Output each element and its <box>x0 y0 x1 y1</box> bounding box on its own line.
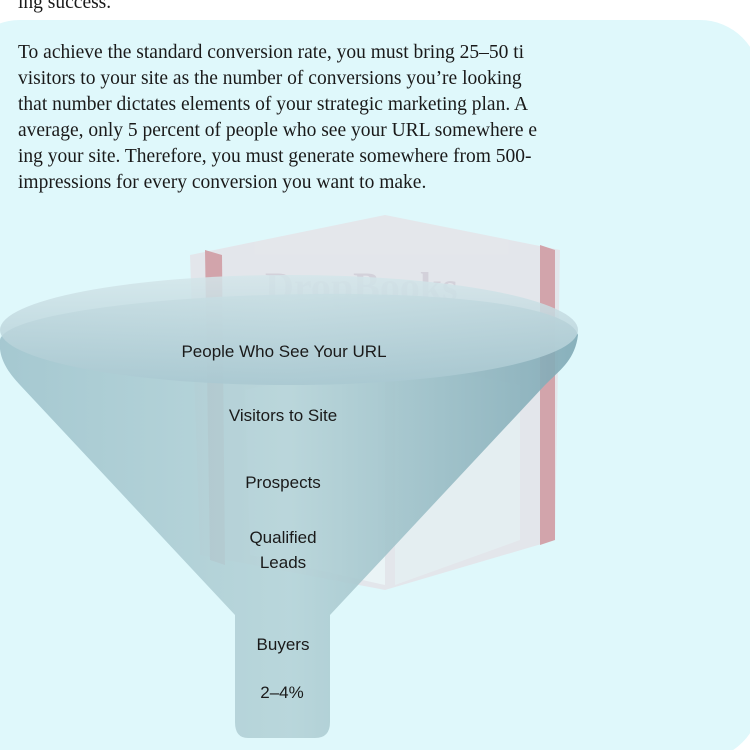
funnel-label: Qualified <box>249 528 316 547</box>
funnel-label: Leads <box>260 553 306 572</box>
funnel-label: Prospects <box>245 473 321 492</box>
funnel-rate: 2–4% <box>260 683 303 702</box>
funnel-top <box>0 275 578 385</box>
text-line: visitors to your site as the number of c… <box>18 68 522 89</box>
funnel-label: Visitors to Site <box>229 406 337 425</box>
funnel-label: Buyers <box>257 635 310 654</box>
text-line: ing success. <box>18 0 111 13</box>
text-line: ing your site. Therefore, you must gener… <box>18 146 532 167</box>
text-line: impressions for every conversion you wan… <box>18 172 426 193</box>
funnel-label: People Who See Your URL <box>181 342 386 361</box>
text-line: To achieve the standard conversion rate,… <box>18 42 525 63</box>
text-line: that number dictates elements of your st… <box>18 94 528 115</box>
text-line: average, only 5 percent of people who se… <box>18 120 537 141</box>
page: DropBooks ing success. To achieve the st… <box>0 0 750 750</box>
